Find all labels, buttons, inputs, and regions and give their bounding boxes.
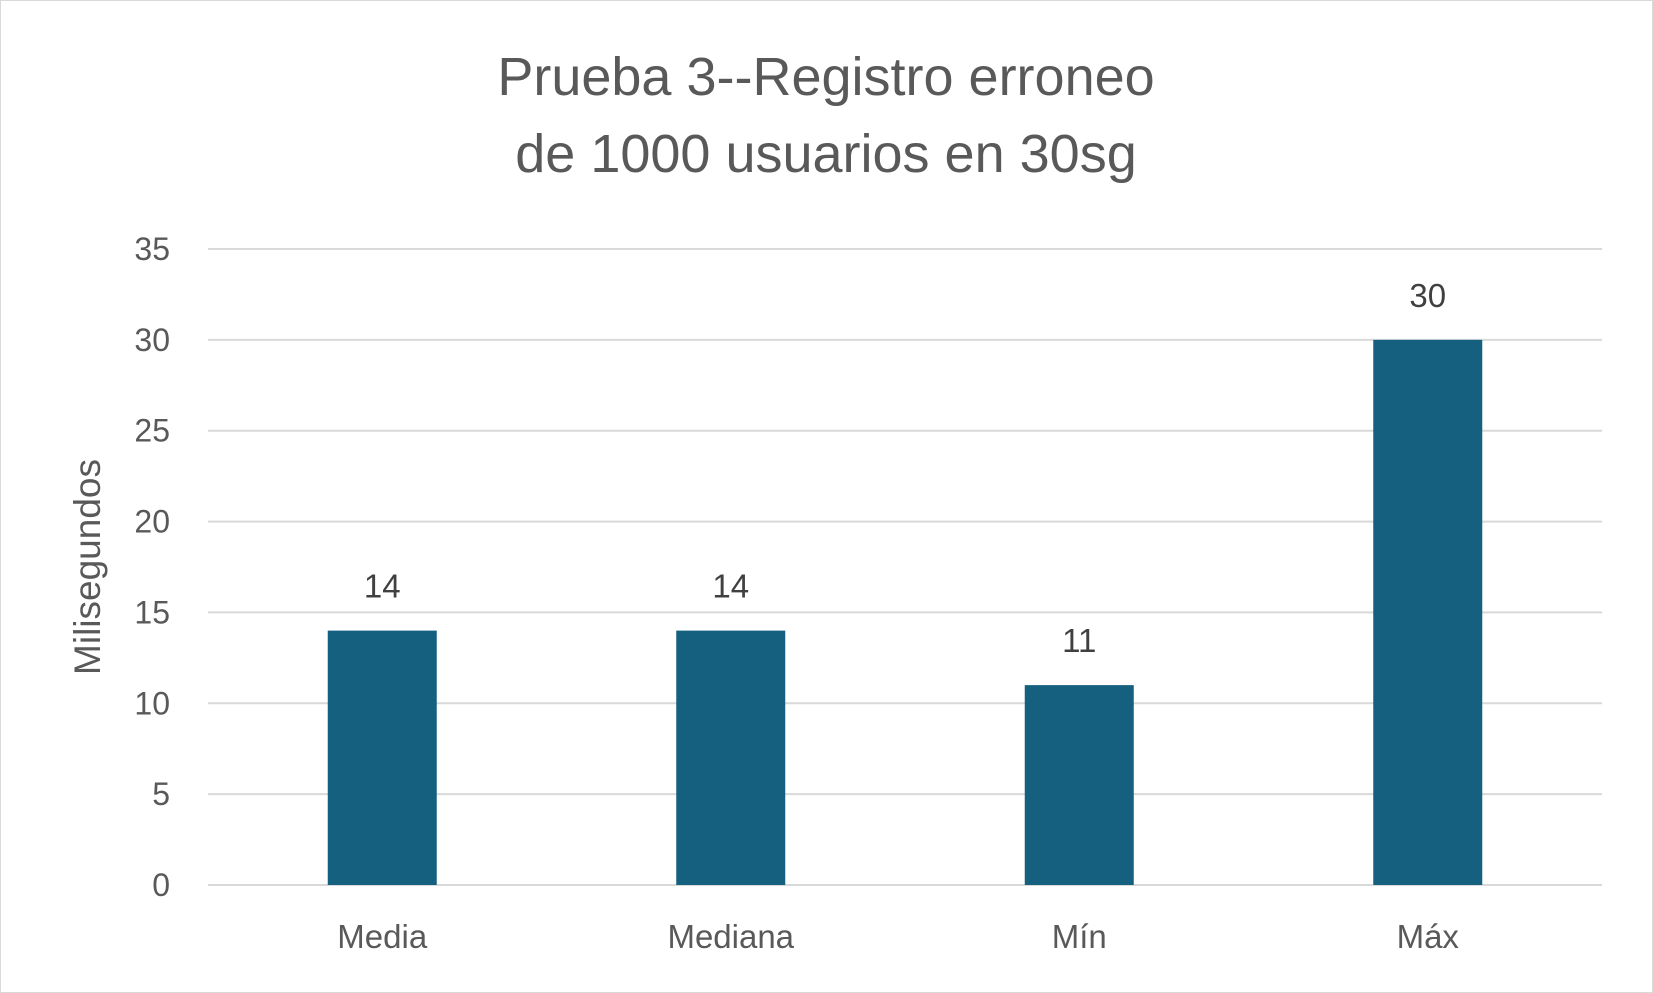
bar-mín [1024,685,1134,885]
category-labels: Media Mediana Mín Máx [337,918,1459,955]
category-label: Mediana [667,918,794,955]
y-tick-label: 20 [134,504,170,540]
data-labels: 14 14 11 30 [364,277,1446,659]
gridlines [208,248,1602,886]
y-tick-label: 0 [152,867,170,903]
chart-title-line-2: de 1000 usuarios en 30sg [515,124,1136,184]
category-label: Máx [1397,918,1460,955]
bar-mediana [676,630,786,885]
chart-title-line-1: Prueba 3--Registro erroneo [497,47,1154,107]
y-tick-label: 25 [134,413,170,449]
y-tick-label: 30 [134,322,170,358]
y-tick-label: 35 [134,231,170,267]
y-tick-label: 10 [134,685,170,721]
category-label: Mín [1052,918,1107,955]
bar-media [327,630,437,885]
chart-title: Prueba 3--Registro erroneo de 1000 usuar… [497,47,1154,184]
data-label: 14 [364,568,401,605]
y-axis-label: Milisegundos [67,459,108,675]
data-label: 30 [1409,277,1446,314]
y-tick-label: 5 [152,776,170,812]
data-label: 11 [1062,622,1096,659]
y-tick-label: 15 [134,594,170,630]
bar-máx [1373,339,1483,885]
y-tick-labels: 0 5 10 15 20 25 30 35 [134,231,170,903]
bars [327,339,1483,885]
data-label: 14 [712,568,749,605]
category-label: Media [337,918,428,955]
